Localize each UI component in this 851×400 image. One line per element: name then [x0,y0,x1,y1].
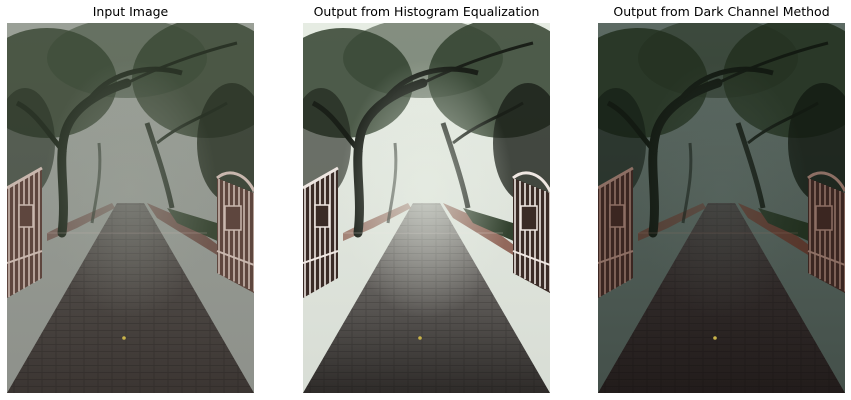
panel-title: Output from Dark Channel Method [613,4,830,19]
foggy-road-photo-darkchannel [598,23,845,393]
panel-title: Output from Histogram Equalization [313,4,540,19]
panel-histogram-equalization: Output from Histogram Equalization [303,0,550,400]
panel-input-image: Input Image [7,0,254,400]
panel-title: Input Image [92,4,169,19]
foggy-road-photo-input [7,23,254,393]
foggy-road-photo-histeq [303,23,550,393]
panel-dark-channel-method: Output from Dark Channel Method [598,0,845,400]
